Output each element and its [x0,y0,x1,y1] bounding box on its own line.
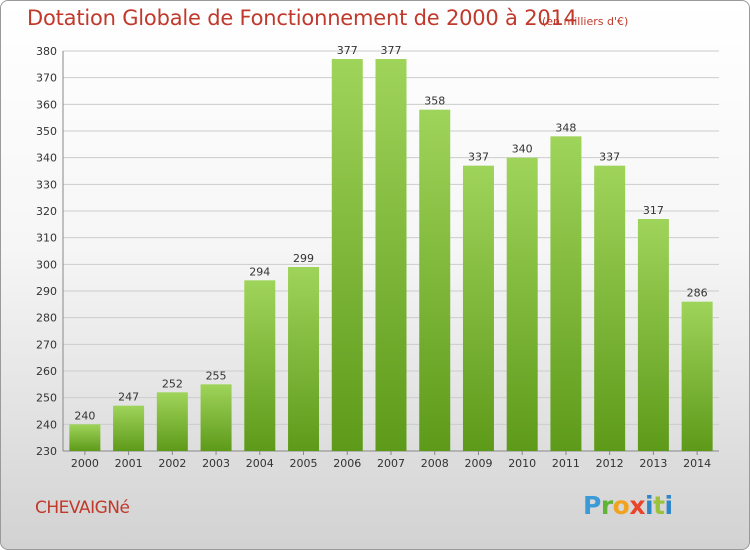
y-tick-label: 340 [36,152,57,165]
y-tick-label: 350 [36,125,57,138]
x-tick-label: 2014 [683,457,711,470]
bar [637,219,669,451]
y-axis: 230 240 250 260 270 280 290 300 310 320 330 340 350 3… [36,45,64,458]
data-label: 317 [643,204,664,217]
y-tick-label: 310 [36,232,57,245]
y-tick-label: 230 [36,445,57,458]
data-label: 252 [162,377,183,390]
y-tick-label: 240 [36,418,57,431]
data-label: 340 [512,143,533,156]
bar [681,301,713,451]
bars [69,59,713,452]
data-label: 377 [381,44,402,57]
data-label: 358 [424,95,445,108]
y-tick-label: 370 [36,72,57,85]
bar [550,136,582,452]
data-label: 377 [337,44,358,57]
bar [113,405,145,451]
data-labels: 240 247 252 255 294 299 377 377 358 337 340 348 337 3… [74,44,707,422]
bar [200,384,232,451]
x-tick-label: 2001 [115,457,143,470]
data-label: 247 [118,391,139,404]
x-tick-label: 2004 [246,457,274,470]
y-tick-label: 280 [36,312,57,325]
x-tick-label: 2005 [290,457,318,470]
y-tick-label: 300 [36,258,57,271]
bar [375,59,407,451]
data-label: 294 [249,265,270,278]
chart-subtitle: (en milliers d'€) [542,15,629,28]
bar [462,165,494,451]
x-tick-label: 2008 [421,457,449,470]
data-label: 337 [468,151,489,164]
x-tick-label: 2007 [377,457,405,470]
y-tick-label: 360 [36,98,57,111]
y-tick-label: 330 [36,178,57,191]
proxiti-logo[interactable]: Proxiti [583,491,673,520]
x-tick-label: 2012 [596,457,624,470]
y-tick-label: 250 [36,392,57,405]
data-label: 240 [74,409,95,422]
commune-name: CHEVAIGNé [35,498,130,518]
x-tick-label: 2009 [464,457,492,470]
x-tick-label: 2010 [508,457,536,470]
bar [288,267,320,451]
data-label: 255 [206,369,227,382]
data-label: 299 [293,252,314,265]
x-tick-label: 2002 [158,457,186,470]
data-label: 337 [599,151,620,164]
y-tick-label: 380 [36,45,57,58]
bar [419,109,451,452]
x-tick-label: 2013 [639,457,667,470]
y-tick-label: 320 [36,205,57,218]
chart-title: Dotation Globale de Fonctionnement de 20… [27,6,577,30]
y-tick-label: 260 [36,365,57,378]
y-tick-label: 270 [36,338,57,351]
data-label: 348 [555,121,576,134]
bar [331,59,363,451]
bar [244,280,276,451]
data-label: 286 [687,287,708,300]
bar [156,392,188,451]
bar [594,165,626,451]
bar [506,157,538,451]
x-tick-label: 2003 [202,457,230,470]
x-tick-label: 2006 [333,457,361,470]
y-tick-label: 290 [36,285,57,298]
x-tick-label: 2000 [71,457,99,470]
bar [69,424,101,451]
x-axis: 2000 2001 2002 2003 2004 2005 2006 2007 2008 2009… [63,450,719,470]
x-tick-label: 2011 [552,457,580,470]
